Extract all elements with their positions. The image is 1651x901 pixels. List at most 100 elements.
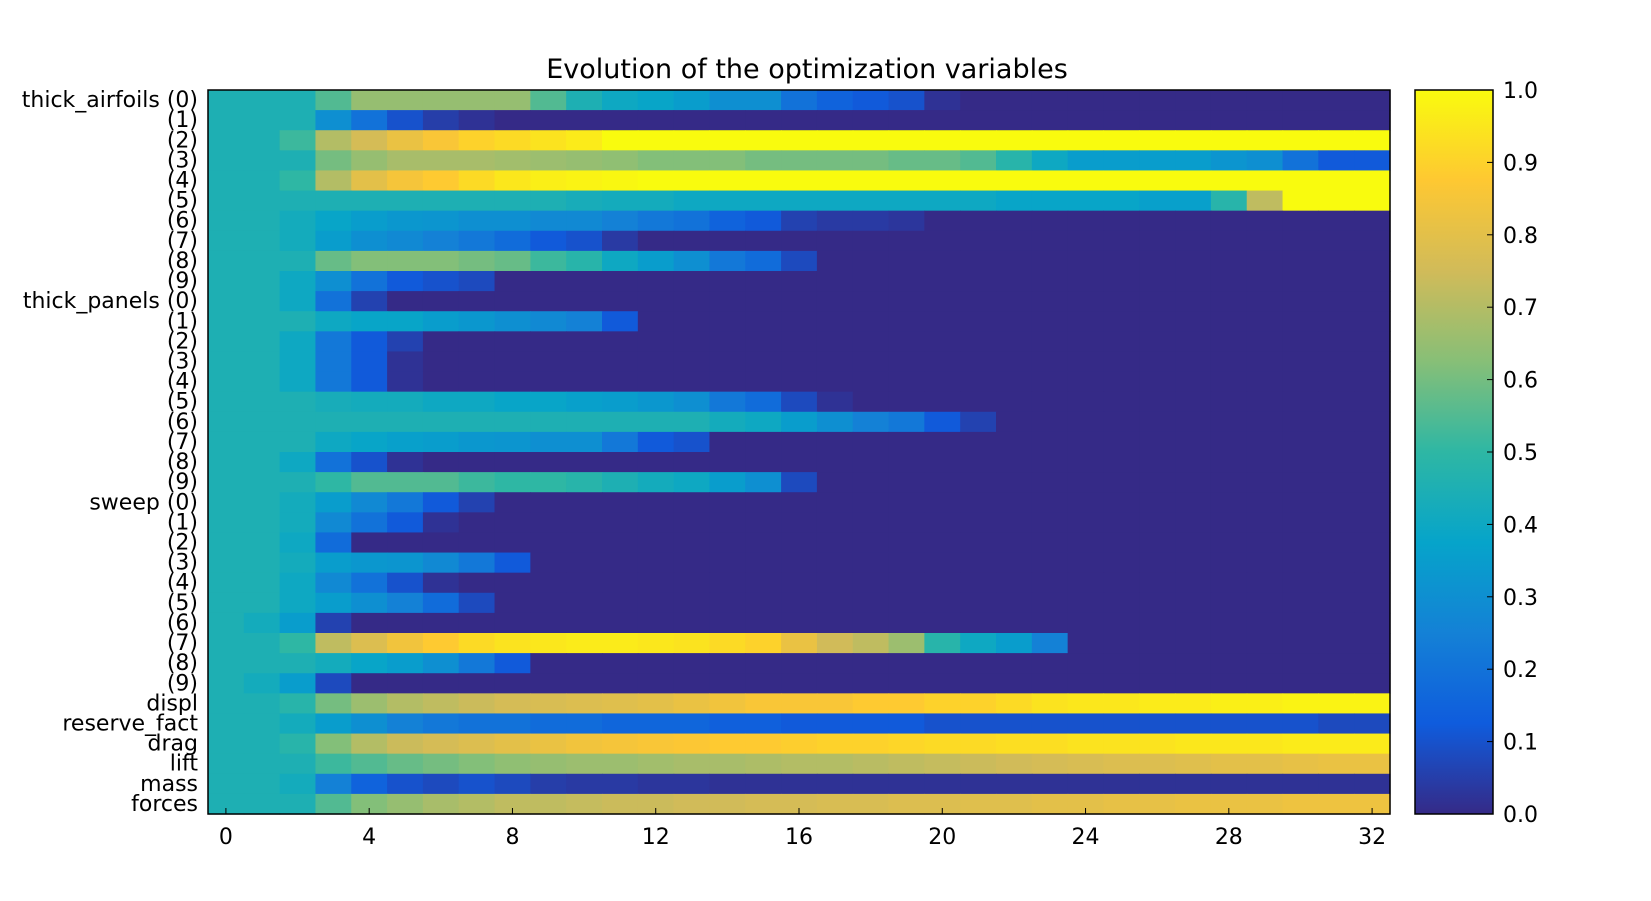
heatmap-cell bbox=[1210, 572, 1248, 594]
heatmap-cell bbox=[709, 271, 746, 292]
heatmap-cell bbox=[422, 733, 460, 755]
heatmap-cell bbox=[602, 250, 639, 272]
heatmap-cell bbox=[1282, 170, 1319, 192]
row-label: (5) bbox=[167, 390, 198, 415]
heatmap-cell bbox=[1246, 291, 1284, 312]
heatmap-cell bbox=[637, 492, 675, 513]
heatmap-cell bbox=[1031, 673, 1069, 694]
heatmap-cell bbox=[387, 733, 424, 755]
heatmap-cell bbox=[673, 391, 711, 413]
heatmap-cell bbox=[494, 371, 531, 393]
heatmap-cell bbox=[1282, 411, 1319, 433]
heatmap-cell bbox=[709, 230, 746, 252]
heatmap-cell bbox=[602, 90, 639, 111]
heatmap-cell bbox=[816, 592, 854, 614]
heatmap-cell bbox=[1282, 271, 1319, 292]
heatmap-cell bbox=[351, 90, 388, 111]
heatmap-cell bbox=[1318, 250, 1355, 272]
heatmap-cell bbox=[1354, 452, 1391, 473]
heatmap-cell bbox=[1031, 773, 1069, 795]
heatmap-cell bbox=[960, 391, 997, 413]
heatmap-cell bbox=[781, 592, 818, 614]
heatmap-cell bbox=[852, 110, 890, 131]
heatmap-cell bbox=[458, 411, 496, 433]
heatmap-cell bbox=[1067, 452, 1105, 473]
heatmap-cell bbox=[566, 230, 603, 252]
heatmap-cell bbox=[1139, 250, 1176, 272]
heatmap-cell bbox=[243, 90, 281, 111]
heatmap-cell bbox=[673, 291, 711, 312]
heatmap-cell bbox=[422, 532, 460, 554]
heatmap-cell bbox=[494, 291, 531, 312]
heatmap-cell bbox=[1139, 673, 1176, 694]
heatmap-cell bbox=[1139, 110, 1176, 131]
heatmap-cell bbox=[208, 311, 245, 332]
heatmap-cell bbox=[709, 492, 746, 513]
heatmap-cell bbox=[602, 612, 639, 634]
heatmap-cell bbox=[1067, 110, 1105, 131]
heatmap-cell bbox=[1318, 452, 1355, 473]
heatmap-cell bbox=[351, 210, 388, 232]
heatmap-cell bbox=[530, 592, 567, 614]
heatmap-cell bbox=[1067, 371, 1105, 393]
heatmap-cell bbox=[888, 452, 925, 473]
heatmap-cell bbox=[351, 331, 388, 353]
heatmap-cell bbox=[387, 472, 424, 493]
heatmap-cell bbox=[1210, 230, 1248, 252]
heatmap-cell bbox=[566, 592, 603, 614]
heatmap-cell bbox=[673, 492, 711, 513]
heatmap-cell bbox=[1246, 793, 1284, 815]
heatmap-cell bbox=[422, 250, 460, 272]
heatmap-cell bbox=[1067, 592, 1105, 614]
heatmap-cell bbox=[1354, 612, 1391, 634]
heatmap-cell bbox=[816, 250, 854, 272]
row-label: (2) bbox=[167, 329, 198, 354]
heatmap-cell bbox=[315, 472, 352, 493]
heatmap-cell bbox=[1354, 150, 1391, 172]
heatmap-cell bbox=[781, 230, 818, 252]
heatmap-cell bbox=[566, 713, 603, 735]
heatmap-cell bbox=[673, 653, 711, 674]
heatmap-cell bbox=[279, 170, 317, 192]
heatmap-cell bbox=[566, 311, 603, 332]
heatmap-cell bbox=[458, 371, 496, 393]
heatmap-cell bbox=[1175, 693, 1212, 715]
heatmap-cell bbox=[781, 532, 818, 554]
heatmap-cell bbox=[458, 733, 496, 755]
heatmap-cell bbox=[315, 592, 352, 614]
heatmap-cell bbox=[1067, 552, 1105, 574]
row-label: (1) bbox=[167, 510, 198, 535]
heatmap-cell bbox=[422, 512, 460, 534]
heatmap-cell bbox=[494, 90, 531, 111]
heatmap-cell bbox=[1354, 472, 1391, 493]
heatmap-cell bbox=[351, 250, 388, 272]
heatmap-cell bbox=[673, 592, 711, 614]
heatmap-cell bbox=[530, 753, 567, 775]
heatmap-cell bbox=[602, 552, 639, 574]
heatmap-cell bbox=[637, 271, 675, 292]
heatmap-cell bbox=[566, 693, 603, 715]
heatmap-cell bbox=[602, 271, 639, 292]
heatmap-cell bbox=[924, 190, 961, 212]
heatmap-cell bbox=[1210, 291, 1248, 312]
heatmap-cell bbox=[279, 431, 317, 453]
heatmap-cell bbox=[1067, 733, 1105, 755]
heatmap-cell bbox=[924, 452, 961, 473]
heatmap-cell bbox=[243, 793, 281, 815]
heatmap-cell bbox=[637, 753, 675, 775]
row-label: (9) bbox=[167, 470, 198, 495]
heatmap-cell bbox=[1282, 612, 1319, 634]
row-label: thick_airfoils (0) bbox=[22, 88, 198, 113]
heatmap-cell bbox=[637, 90, 675, 111]
heatmap-cell bbox=[1031, 230, 1069, 252]
heatmap-cell bbox=[1175, 210, 1212, 232]
heatmap-cell bbox=[673, 431, 711, 453]
heatmap-cell bbox=[924, 110, 961, 131]
heatmap-cell bbox=[208, 271, 245, 292]
heatmap-cell bbox=[1103, 431, 1140, 453]
heatmap-cell bbox=[243, 552, 281, 574]
heatmap-cell bbox=[1354, 753, 1391, 775]
heatmap-cell bbox=[530, 150, 567, 172]
heatmap-cell bbox=[458, 592, 496, 614]
